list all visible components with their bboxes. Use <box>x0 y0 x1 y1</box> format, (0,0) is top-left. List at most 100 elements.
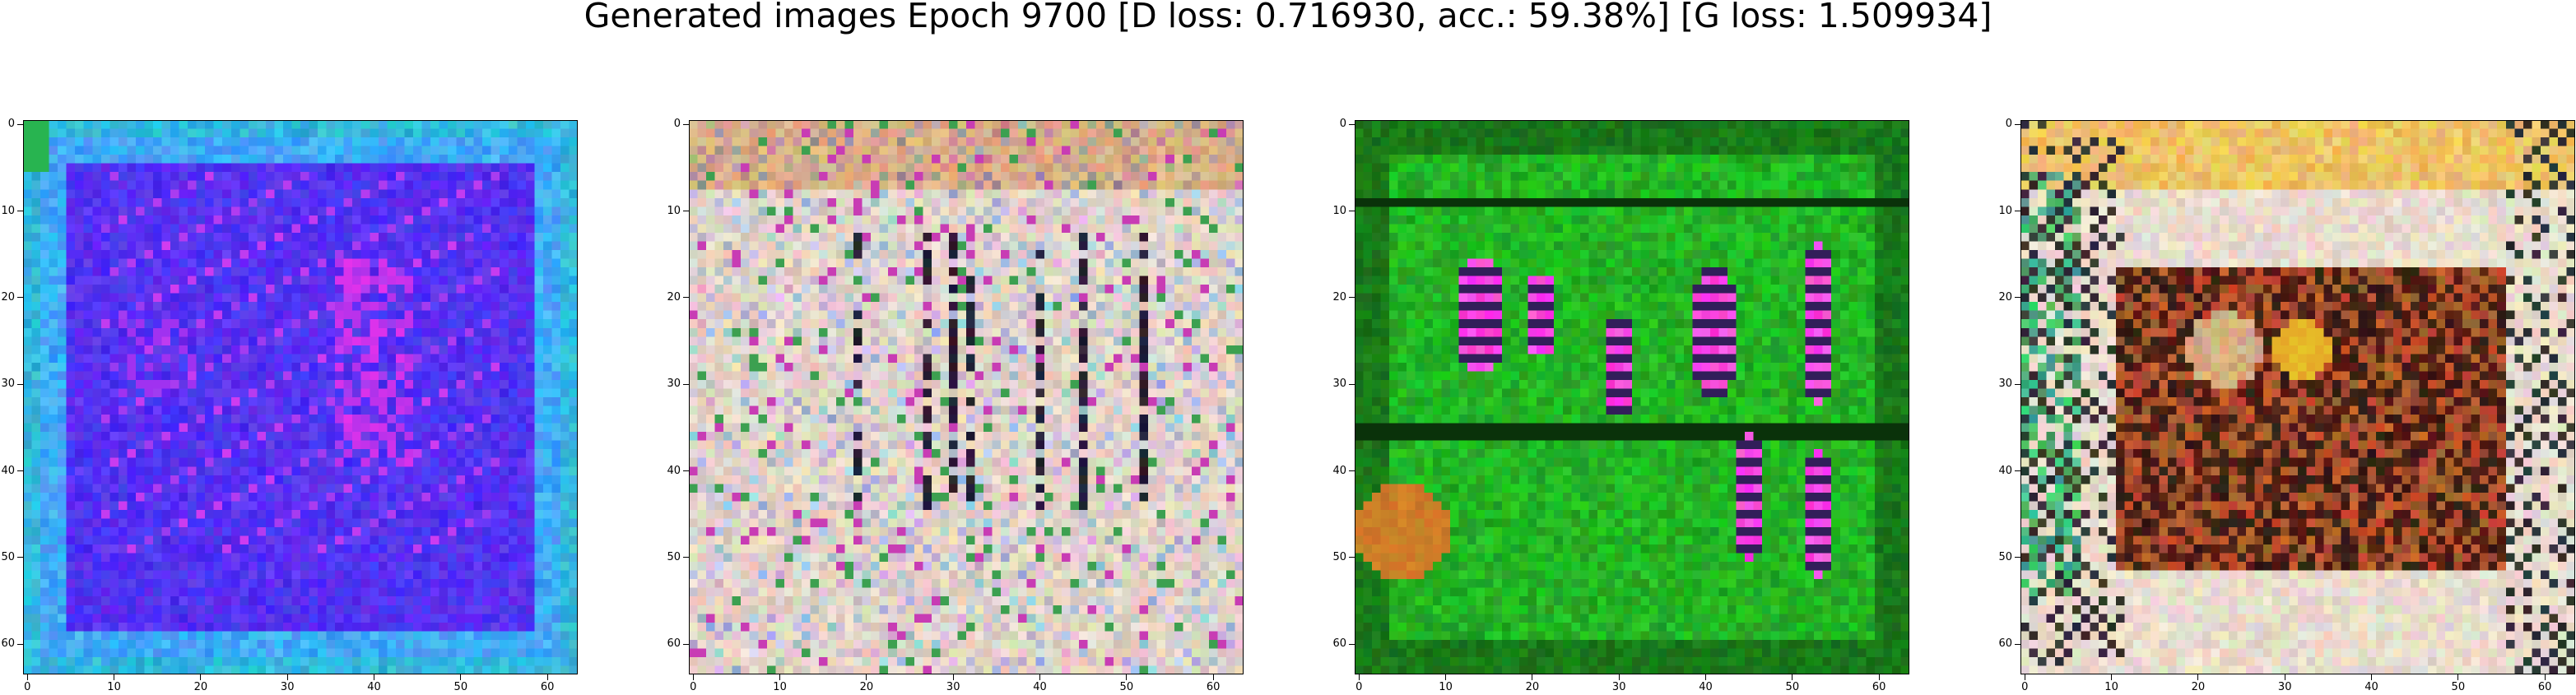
x-tick-mark <box>26 674 28 680</box>
x-tick-mark <box>2544 674 2546 680</box>
x-tick-label: 50 <box>1119 681 1134 693</box>
x-tick-label: 60 <box>1872 681 1886 693</box>
x-tick-label: 20 <box>1525 681 1540 693</box>
x-tick-label: 30 <box>2277 681 2292 693</box>
x-tick-mark <box>286 674 288 680</box>
x-tick-label: 40 <box>1699 681 1713 693</box>
y-tick-label: 40 <box>1332 464 1346 477</box>
y-tick-label: 10 <box>1 204 15 217</box>
y-tick-mark <box>2015 123 2020 125</box>
y-tick-label: 30 <box>1332 378 1346 391</box>
y-tick-mark <box>2015 643 2020 645</box>
y-tick-mark <box>1349 383 1355 385</box>
y-tick-label: 20 <box>1 290 15 303</box>
y-tick-label: 20 <box>1332 290 1346 303</box>
y-tick-label: 10 <box>1332 204 1346 217</box>
x-tick-mark <box>952 674 954 680</box>
axes-frame <box>1355 120 1909 674</box>
y-tick-label: 60 <box>1998 637 2012 651</box>
x-tick-label: 30 <box>946 681 960 693</box>
y-tick-mark <box>1349 470 1355 472</box>
y-tick-mark <box>683 470 689 472</box>
y-tick-label: 40 <box>667 464 681 477</box>
x-tick-label: 10 <box>107 681 121 693</box>
x-tick-label: 60 <box>2537 681 2552 693</box>
axes-frame <box>23 120 578 674</box>
x-tick-label: 20 <box>2191 681 2206 693</box>
x-tick-label: 20 <box>859 681 874 693</box>
x-tick-label: 20 <box>193 681 208 693</box>
image-panel-2: 0 10 20 30 40 50 60 0 10 20 30 40 50 60 <box>667 118 1244 693</box>
y-tick-label: 50 <box>1332 550 1346 563</box>
x-tick-label: 0 <box>2021 681 2029 693</box>
y-tick-mark <box>2015 557 2020 558</box>
x-tick-mark <box>1445 674 1447 680</box>
x-tick-label: 60 <box>1206 681 1221 693</box>
x-tick-label: 30 <box>280 681 295 693</box>
x-tick-label: 60 <box>540 681 555 693</box>
x-tick-mark <box>1039 674 1041 680</box>
y-tick-mark <box>2015 297 2020 299</box>
x-tick-mark <box>1358 674 1360 680</box>
x-tick-label: 30 <box>1611 681 1626 693</box>
y-tick-mark <box>1349 297 1355 299</box>
y-tick-label: 40 <box>1998 464 2012 477</box>
y-tick-label: 40 <box>1 464 15 477</box>
y-tick-mark <box>17 297 23 299</box>
y-tick-mark <box>683 557 689 558</box>
y-tick-label: 30 <box>667 378 681 391</box>
x-tick-mark <box>1212 674 1214 680</box>
y-tick-label: 20 <box>667 290 681 303</box>
y-tick-label: 60 <box>1 637 15 651</box>
x-tick-mark <box>2197 674 2199 680</box>
y-tick-mark <box>683 297 689 299</box>
y-tick-mark <box>17 383 23 385</box>
y-tick-mark <box>2015 383 2020 385</box>
y-tick-label: 50 <box>1 550 15 563</box>
x-tick-label: 50 <box>2451 681 2466 693</box>
x-tick-label: 0 <box>690 681 697 693</box>
x-tick-mark <box>1126 674 1128 680</box>
axes-frame <box>2020 120 2575 674</box>
figure-title: Generated images Epoch 9700 [D loss: 0.7… <box>584 0 1992 35</box>
y-tick-mark <box>1349 557 1355 558</box>
x-tick-mark <box>200 674 202 680</box>
generated-image-1 <box>23 120 578 674</box>
x-tick-label: 50 <box>453 681 468 693</box>
y-tick-label: 60 <box>1332 637 1346 651</box>
y-tick-mark <box>1349 643 1355 645</box>
image-panel-1: 0 10 20 30 40 50 60 0 10 20 30 40 50 60 <box>1 118 578 693</box>
x-tick-label: 0 <box>24 681 31 693</box>
x-tick-mark <box>1618 674 1620 680</box>
x-tick-mark <box>460 674 462 680</box>
y-tick-label: 50 <box>1998 550 2012 563</box>
generated-image-2 <box>689 120 1244 674</box>
y-tick-label: 0 <box>7 118 15 131</box>
x-tick-label: 0 <box>1355 681 1363 693</box>
x-tick-label: 40 <box>367 681 381 693</box>
y-tick-mark <box>1349 123 1355 125</box>
x-tick-mark <box>2457 674 2459 680</box>
y-tick-mark <box>17 123 23 125</box>
x-tick-mark <box>779 674 781 680</box>
x-tick-label: 40 <box>1033 681 1047 693</box>
y-tick-label: 30 <box>1998 378 2012 391</box>
x-tick-mark <box>1705 674 1707 680</box>
x-tick-mark <box>1878 674 1880 680</box>
axes-frame <box>689 120 1244 674</box>
x-tick-mark <box>1792 674 1793 680</box>
y-tick-mark <box>683 383 689 385</box>
y-tick-mark <box>17 470 23 472</box>
y-tick-mark <box>17 643 23 645</box>
x-tick-label: 40 <box>2364 681 2378 693</box>
y-tick-label: 10 <box>667 204 681 217</box>
generated-image-4 <box>2020 120 2575 674</box>
y-tick-label: 60 <box>667 637 681 651</box>
y-tick-mark <box>683 123 689 125</box>
y-tick-mark <box>2015 470 2020 472</box>
x-tick-mark <box>692 674 694 680</box>
y-tick-label: 50 <box>667 550 681 563</box>
x-tick-mark <box>866 674 867 680</box>
y-tick-label: 0 <box>1339 118 1346 131</box>
x-tick-mark <box>546 674 548 680</box>
